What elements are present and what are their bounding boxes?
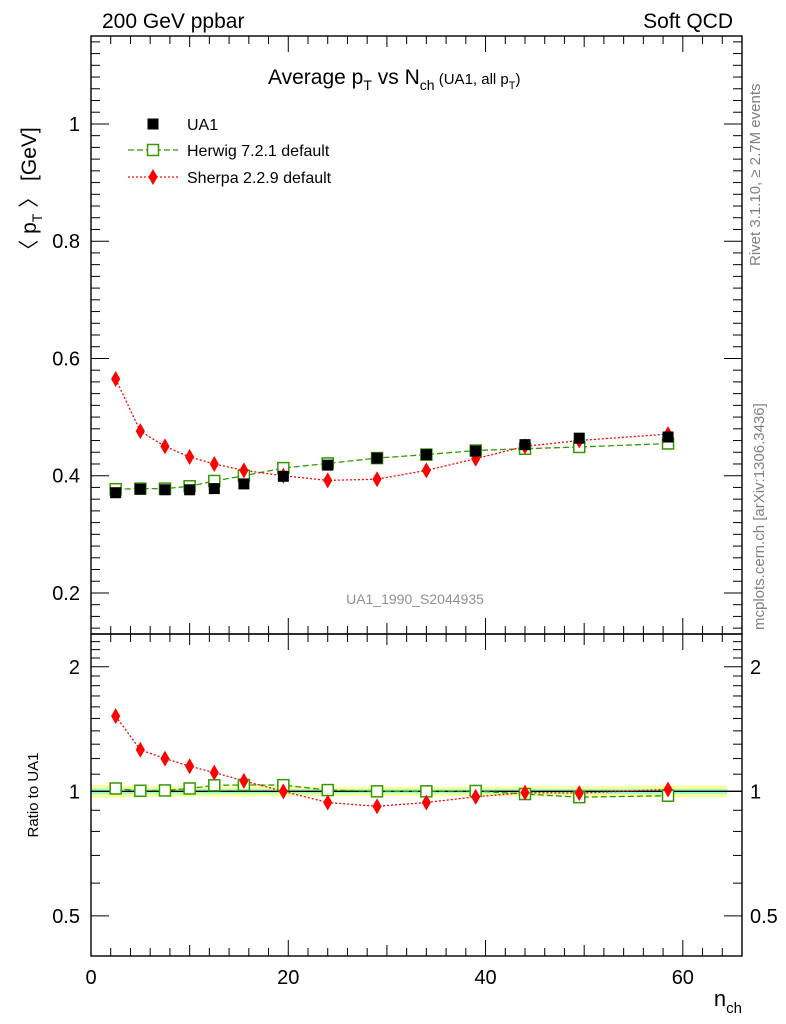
- data-point-ua1: [159, 484, 171, 496]
- data-point-ua1: [371, 452, 383, 464]
- y-axis-label: 〈 pT 〉 [GeV]: [18, 127, 45, 260]
- ratio-point-sherpa-2-2-9-default: [421, 794, 431, 811]
- data-point-ua1: [322, 459, 334, 471]
- data-point-ua1: [110, 487, 122, 499]
- ratio-point-herwig-7-2-1-default: [370, 785, 384, 798]
- x-tick-label: 60: [672, 967, 694, 989]
- analysis-watermark: UA1_1990_S2044935: [346, 591, 484, 607]
- ratio-point-sherpa-2-2-9-default: [471, 788, 481, 805]
- data-point-sherpa-2-2-9-default: [185, 448, 195, 465]
- data-point-ua1: [470, 445, 482, 457]
- legend-marker-ua1: [147, 118, 159, 130]
- side-text-bottom: mcplots.cern.ch [arXiv:1306.3436]: [751, 403, 768, 630]
- ratio-y-tick-label-right: 2: [750, 657, 761, 679]
- data-point-sherpa-2-2-9-default: [160, 438, 170, 455]
- x-tick-label: 20: [277, 967, 299, 989]
- legend-label-herwig-7-2-1-default: Herwig 7.2.1 default: [187, 143, 330, 160]
- data-point-sherpa-2-2-9-default: [239, 462, 249, 479]
- ratio-point-sherpa-2-2-9-default: [372, 798, 382, 815]
- legend-marker-sherpa-2-2-9-default: [148, 168, 158, 186]
- y-tick-label: 1: [69, 114, 80, 136]
- x-tick-label: 0: [85, 967, 96, 989]
- ratio-point-herwig-7-2-1-default: [158, 784, 172, 797]
- header-left: 200 GeV ppbar: [102, 10, 244, 33]
- ratio-y-tick-label: 1: [69, 781, 80, 803]
- data-point-ua1: [662, 431, 674, 443]
- legend-label-ua1: UA1: [187, 117, 218, 134]
- data-point-sherpa-2-2-9-default: [111, 370, 121, 387]
- data-point-sherpa-2-2-9-default: [135, 423, 145, 440]
- ratio-y-tick-label-right: 1: [750, 781, 761, 803]
- ratio-point-sherpa-2-2-9-default: [185, 758, 195, 775]
- data-point-ua1: [519, 439, 531, 451]
- ratio-point-herwig-7-2-1-default: [109, 782, 122, 795]
- ratio-point-herwig-7-2-1-default: [183, 782, 196, 795]
- data-point-ua1: [134, 483, 146, 495]
- header-right: Soft QCD: [643, 10, 733, 33]
- ratio-point-sherpa-2-2-9-default: [160, 750, 170, 767]
- legend-label-sherpa-2-2-9-default: Sherpa 2.2.9 default: [187, 170, 332, 187]
- series-line-herwig-7-2-1-default: [115, 442, 669, 490]
- main-panel: 0.2 0.4 0.6 0.8 1 〈 pT 〉 [GeV] Average pT vs N…: [18, 35, 743, 635]
- legend-marker-herwig-7-2-1-default: [146, 143, 160, 157]
- ratio-point-sherpa-2-2-9-default: [111, 708, 121, 725]
- ratio-point-sherpa-2-2-9-default: [574, 785, 584, 802]
- x-tick-label: 40: [474, 967, 496, 989]
- ratio-y-tick-label-right: 0.5: [750, 906, 778, 928]
- ratio-point-sherpa-2-2-9-default: [135, 741, 145, 758]
- data-point-ua1: [277, 470, 289, 482]
- series-line-sherpa-2-2-9-default: [115, 378, 669, 482]
- data-point-sherpa-2-2-9-default: [421, 462, 431, 479]
- y-tick-label: 0.2: [52, 583, 80, 605]
- ratio-y-tick-label: 2: [69, 657, 80, 679]
- data-point-sherpa-2-2-9-default: [372, 471, 382, 488]
- ratio-y-axis-label: Ratio to UA1: [25, 752, 42, 837]
- ratio-y-tick-label: 0.5: [52, 906, 80, 928]
- y-tick-label: 0.8: [52, 231, 80, 253]
- data-point-ua1: [420, 449, 432, 461]
- data-point-sherpa-2-2-9-default: [209, 455, 219, 472]
- ratio-line-sherpa-2-2-9-default: [115, 715, 669, 807]
- y-tick-label: 0.6: [52, 348, 80, 370]
- ratio-point-sherpa-2-2-9-default: [209, 764, 219, 781]
- ratio-line-herwig-7-2-1-default: [115, 784, 669, 798]
- data-point-ua1: [208, 483, 220, 495]
- ratio-panel: 0 20 40 60 nch 0.5 0.5 1 1 2 2 Ratio to UA1: [25, 633, 778, 1017]
- ratio-frame: [90, 633, 743, 957]
- data-point-ua1: [238, 478, 250, 490]
- y-tick-label: 0.4: [52, 466, 80, 488]
- ratio-point-herwig-7-2-1-default: [208, 779, 221, 792]
- ratio-point-sherpa-2-2-9-default: [323, 794, 333, 811]
- data-point-ua1: [184, 484, 196, 496]
- side-text-top: Rivet 3.1.10, ≥ 2.7M events: [747, 84, 764, 267]
- x-axis-label: nch: [714, 986, 742, 1017]
- ratio-point-herwig-7-2-1-default: [134, 784, 147, 798]
- data-point-sherpa-2-2-9-default: [323, 472, 333, 489]
- data-point-ua1: [573, 432, 585, 444]
- ratio-point-sherpa-2-2-9-default: [520, 784, 530, 801]
- ratio-point-herwig-7-2-1-default: [321, 783, 334, 797]
- ratio-point-sherpa-2-2-9-default: [278, 783, 288, 800]
- ratio-point-sherpa-2-2-9-default: [239, 772, 249, 789]
- chart-title: Average pT vs Nch (UA1, all pT): [268, 66, 521, 93]
- ratio-point-sherpa-2-2-9-default: [663, 781, 673, 798]
